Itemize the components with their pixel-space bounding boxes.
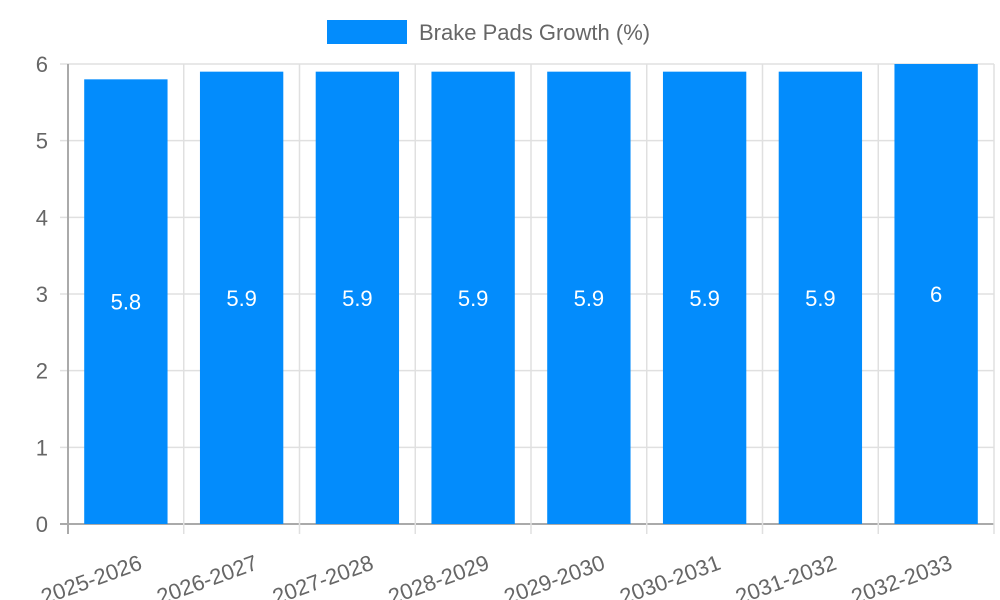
bars: 5.8 5.9 5.9 5.9 5.9 5.9 5.9 6 <box>84 64 978 525</box>
x-tick-label: 2029-2030 <box>501 550 608 600</box>
bar[interactable] <box>662 71 747 525</box>
bar-value-label: 5.9 <box>689 286 720 311</box>
x-tick-label: 2028-2029 <box>385 550 492 600</box>
x-tick-label: 2031-2032 <box>732 550 839 600</box>
x-tick-label: 2027-2028 <box>269 550 376 600</box>
bar[interactable] <box>778 71 863 525</box>
legend[interactable]: Brake Pads Growth (%) <box>327 20 650 45</box>
legend-swatch <box>327 20 407 44</box>
y-tick-label: 4 <box>36 205 48 230</box>
y-tick-label: 1 <box>36 435 48 460</box>
y-tick-label: 5 <box>36 129 48 154</box>
bar[interactable] <box>84 79 168 524</box>
y-tick-label: 6 <box>36 52 48 77</box>
bar-value-label: 5.8 <box>111 290 142 315</box>
bar[interactable] <box>315 71 400 525</box>
y-tick-label: 3 <box>36 282 48 307</box>
x-tick-label: 2026-2027 <box>153 550 260 600</box>
x-tick-label: 2030-2031 <box>616 550 723 600</box>
legend-label: Brake Pads Growth (%) <box>419 20 650 45</box>
x-tick-label: 2025-2026 <box>38 550 145 600</box>
bar-value-label: 6 <box>930 282 942 307</box>
bar[interactable] <box>894 64 978 524</box>
bar[interactable] <box>431 71 515 525</box>
bar-value-label: 5.9 <box>458 286 489 311</box>
y-tick-label: 0 <box>36 512 48 537</box>
bar-value-label: 5.9 <box>226 286 257 311</box>
bar[interactable] <box>199 71 284 525</box>
bar-value-label: 5.9 <box>342 286 373 311</box>
bar-value-label: 5.9 <box>805 286 836 311</box>
x-tick-label: 2032-2033 <box>848 550 955 600</box>
bar-value-label: 5.9 <box>574 286 605 311</box>
y-tick-label: 2 <box>36 359 48 384</box>
bar[interactable] <box>547 71 631 525</box>
